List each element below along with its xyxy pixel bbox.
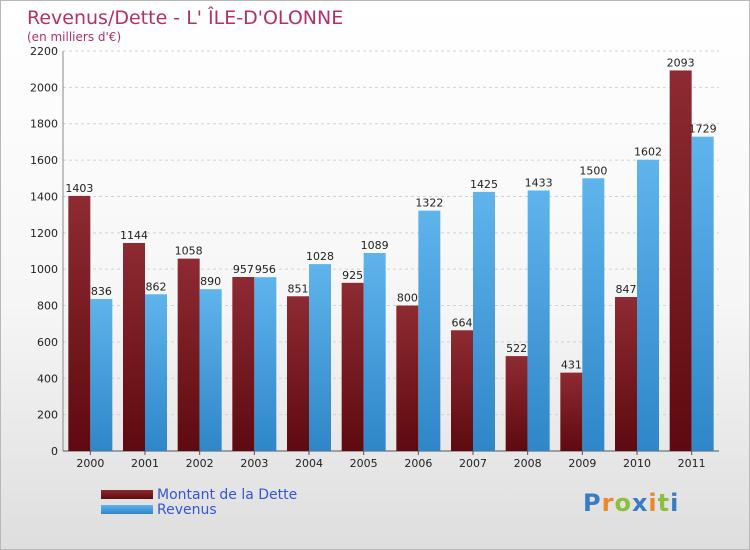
data-label-dette: 1144 xyxy=(120,229,148,242)
y-tick-label: 1200 xyxy=(30,227,58,240)
proxiti-logo: Proxiti xyxy=(583,489,679,517)
bar-revenus xyxy=(418,210,441,451)
bar-dette xyxy=(68,195,91,451)
y-tick-label: 1000 xyxy=(30,263,58,276)
y-tick-label: 0 xyxy=(51,445,58,458)
bar-dette xyxy=(287,296,309,451)
y-tick-label: 1600 xyxy=(30,154,58,167)
y-tick-label: 800 xyxy=(37,300,58,313)
bar-dette xyxy=(341,282,364,451)
chart-title: Revenus/Dette - L' ÎLE-D'OLONNE xyxy=(27,7,344,29)
data-label-revenus: 836 xyxy=(91,285,112,298)
bar-dette xyxy=(669,70,692,452)
bar-dette xyxy=(232,277,255,451)
legend-item-revenus: Revenus xyxy=(101,501,297,518)
x-tick-label: 2003 xyxy=(240,457,268,470)
y-tick-label: 1800 xyxy=(30,118,58,131)
y-tick-label: 200 xyxy=(37,409,58,422)
bar-dette xyxy=(123,243,145,451)
logo-letter: t xyxy=(657,489,671,517)
x-tick-label: 2011 xyxy=(678,457,706,470)
x-tick-label: 2001 xyxy=(131,457,159,470)
logo-letter: i xyxy=(670,489,680,517)
data-label-revenus: 1028 xyxy=(306,250,334,263)
x-tick-label: 2004 xyxy=(295,457,323,470)
bar-revenus xyxy=(145,294,167,451)
logo-letter: o xyxy=(614,489,632,517)
bar-revenus xyxy=(309,264,331,451)
bar-revenus xyxy=(363,253,386,451)
data-label-revenus: 1500 xyxy=(579,164,607,177)
data-label-dette: 1058 xyxy=(175,245,203,258)
data-label-dette: 847 xyxy=(616,283,637,296)
x-tick-label: 2002 xyxy=(186,457,214,470)
y-tick-label: 1400 xyxy=(30,190,58,203)
logo-letter: x xyxy=(631,489,649,517)
data-label-revenus: 1425 xyxy=(470,178,498,191)
bar-revenus xyxy=(637,159,659,451)
y-tick-label: 400 xyxy=(37,372,58,385)
logo-letter: i xyxy=(648,489,658,517)
bar-revenus xyxy=(582,178,605,452)
data-label-revenus: 1322 xyxy=(415,197,443,210)
bar-dette xyxy=(177,258,200,451)
legend-swatch-debt xyxy=(101,490,153,499)
bar-dette xyxy=(451,330,473,451)
data-label-dette: 925 xyxy=(342,269,363,282)
x-tick-label: 2005 xyxy=(350,457,378,470)
bar-dette xyxy=(396,305,419,451)
bar-dette xyxy=(505,356,528,451)
x-tick-label: 2009 xyxy=(568,457,596,470)
bar-revenus xyxy=(473,191,495,451)
x-tick-label: 2010 xyxy=(623,457,651,470)
data-label-revenus: 862 xyxy=(146,280,167,293)
data-label-dette: 1403 xyxy=(65,182,93,195)
legend-label-debt: Montant de la Dette xyxy=(157,486,298,503)
x-tick-label: 2008 xyxy=(514,457,542,470)
legend-label-revenus: Revenus xyxy=(157,501,217,518)
bar-revenus xyxy=(691,136,714,452)
logo-letter: P xyxy=(583,489,602,517)
y-tick-label: 600 xyxy=(37,336,58,349)
data-label-dette: 664 xyxy=(452,316,473,329)
data-label-dette: 522 xyxy=(506,342,527,355)
data-label-dette: 431 xyxy=(561,359,582,372)
bar-revenus xyxy=(527,190,550,452)
data-label-revenus: 1433 xyxy=(525,176,553,189)
legend-swatch-revenus xyxy=(101,505,153,514)
legend-item-debt: Montant de la Dette xyxy=(101,486,298,503)
data-label-dette: 800 xyxy=(397,292,418,305)
data-label-revenus: 1729 xyxy=(689,123,717,136)
bar-dette xyxy=(560,372,583,451)
bar-revenus xyxy=(199,289,222,451)
data-label-revenus: 956 xyxy=(255,263,276,276)
bar-revenus xyxy=(90,299,113,451)
x-tick-label: 2000 xyxy=(76,457,104,470)
data-label-revenus: 1089 xyxy=(361,239,389,252)
data-label-revenus: 890 xyxy=(200,275,221,288)
data-label-dette: 2093 xyxy=(667,56,695,69)
legend: Montant de la Dette Revenus xyxy=(101,486,298,518)
y-tick-label: 2200 xyxy=(30,45,58,58)
bar-dette xyxy=(615,297,637,451)
x-tick-label: 2007 xyxy=(459,457,487,470)
data-label-revenus: 1602 xyxy=(634,146,662,159)
y-tick-label: 2000 xyxy=(30,81,58,94)
data-label-dette: 957 xyxy=(233,263,254,276)
data-label-dette: 851 xyxy=(288,282,309,295)
logo-letter: r xyxy=(601,489,615,517)
chart-subtitle: (en milliers d'€) xyxy=(27,30,122,44)
x-tick-label: 2006 xyxy=(404,457,432,470)
bar-revenus xyxy=(254,277,277,451)
